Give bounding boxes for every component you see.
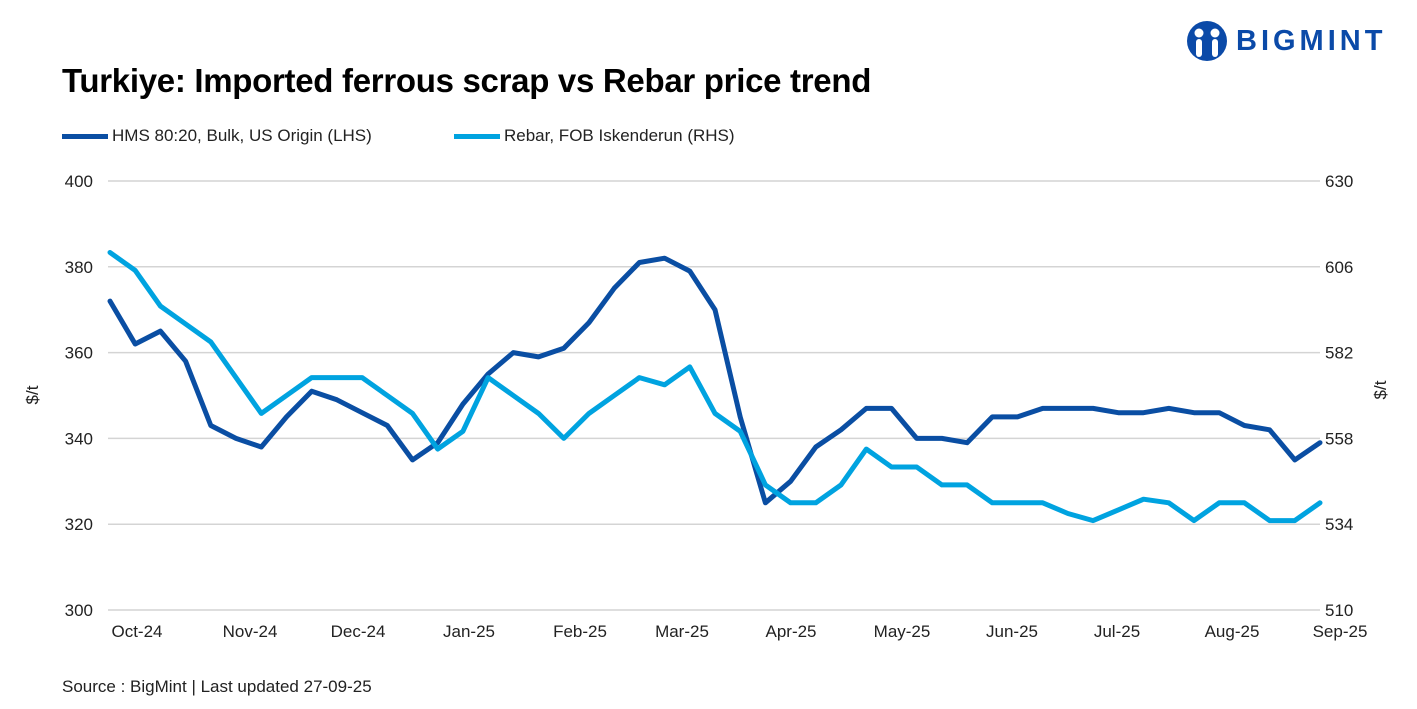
y-left-tick-label: 400 [65, 172, 93, 191]
x-tick-label: May-25 [874, 622, 931, 641]
y-right-tick-label: 558 [1325, 429, 1353, 448]
y-right-tick-label: 582 [1325, 344, 1353, 363]
series-line-hms [107, 255, 1323, 506]
bigmint-logo: BIGMINT [1186, 20, 1386, 62]
chart-title: Turkiye: Imported ferrous scrap vs Rebar… [62, 62, 872, 99]
legend-label: Rebar, FOB Iskenderun (RHS) [504, 126, 735, 145]
y-right-tick-label: 606 [1325, 258, 1353, 277]
y-left-axis-label: $/t [23, 385, 42, 404]
y-right-tick-label: 630 [1325, 172, 1353, 191]
x-tick-label: Feb-25 [553, 622, 607, 641]
logo-people-icon [1187, 21, 1227, 61]
y-left-tick-label: 300 [65, 601, 93, 620]
y-left-tick-label: 320 [65, 515, 93, 534]
x-tick-label: Aug-25 [1205, 622, 1260, 641]
x-tick-label: Oct-24 [111, 622, 162, 641]
x-tick-label: Dec-24 [331, 622, 386, 641]
x-tick-label: Jun-25 [986, 622, 1038, 641]
series-line-rebar [107, 250, 1323, 524]
x-tick-label: Mar-25 [655, 622, 709, 641]
source-note: Source : BigMint | Last updated 27-09-25 [62, 677, 372, 696]
y-right-tick-label: 534 [1325, 515, 1353, 534]
y-left-tick-label: 380 [65, 258, 93, 277]
y-left-tick-label: 340 [65, 429, 93, 448]
x-tick-label: Sep-25 [1313, 622, 1368, 641]
legend-swatch [454, 133, 500, 139]
y-left-tick-label: 360 [65, 344, 93, 363]
legend-swatch [62, 133, 108, 139]
legend-label: HMS 80:20, Bulk, US Origin (LHS) [112, 126, 372, 145]
x-tick-label: Nov-24 [223, 622, 278, 641]
legend-item-rebar: Rebar, FOB Iskenderun (RHS) [454, 126, 735, 146]
legend-item-hms: HMS 80:20, Bulk, US Origin (LHS) [62, 126, 372, 146]
y-right-tick-label: 510 [1325, 601, 1353, 620]
logo-text: BIGMINT [1236, 24, 1387, 57]
x-tick-label: Jul-25 [1094, 622, 1140, 641]
x-tick-label: Apr-25 [765, 622, 816, 641]
y-right-axis-label: $/t [1371, 380, 1390, 399]
x-tick-label: Jan-25 [443, 622, 495, 641]
